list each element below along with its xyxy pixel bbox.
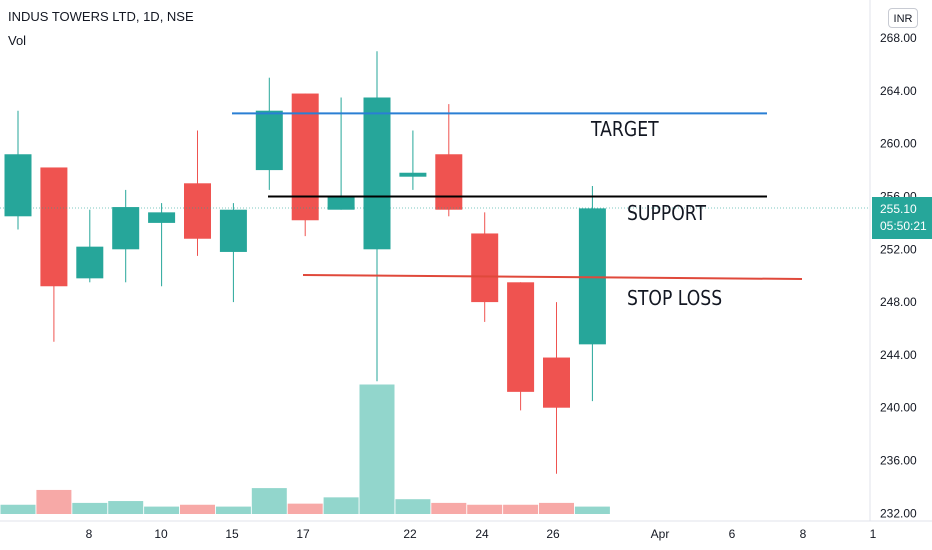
volume-bar <box>108 501 144 514</box>
time-tick-label: 17 <box>296 527 310 541</box>
time-tick-label: 24 <box>475 527 489 541</box>
candle-body <box>112 207 140 250</box>
volume-bar <box>467 504 503 514</box>
candle-body <box>507 282 535 392</box>
volume-bar <box>359 384 395 514</box>
volume-bar <box>287 503 323 514</box>
time-tick-label: Apr <box>651 527 670 541</box>
currency-button[interactable]: INR <box>888 8 918 28</box>
stop-loss-line <box>302 274 803 280</box>
price-tick-label: 252.00 <box>880 242 917 256</box>
volume-bar <box>431 502 467 514</box>
price-axis[interactable]: 232.00236.00240.00244.00248.00252.00256.… <box>880 31 917 520</box>
candle-bodies <box>4 93 606 408</box>
time-tick-label: 15 <box>225 527 239 541</box>
candle-body <box>543 357 570 408</box>
volume-bar <box>0 504 36 514</box>
volume-bar <box>72 502 108 514</box>
volume-bar <box>395 499 431 514</box>
candle-body <box>363 97 391 250</box>
volume-bar <box>215 506 251 514</box>
volume-bar <box>574 506 610 514</box>
volume-indicator-label[interactable]: Vol <box>8 33 27 48</box>
bar-countdown: 05:50:21 <box>880 219 927 233</box>
candle-body <box>255 110 283 171</box>
time-axis[interactable]: 8 10 15 17 22 24 26 Apr 6 8 1 <box>86 527 877 541</box>
last-price-badge: 255.10 05:50:21 <box>872 197 932 239</box>
time-tick-label: 10 <box>154 527 168 541</box>
time-tick-label: 8 <box>86 527 93 541</box>
symbol-title[interactable]: INDUS TOWERS LTD, 1D, NSE <box>8 9 194 24</box>
price-tick-label: 248.00 <box>880 295 917 309</box>
candle-body <box>291 93 319 221</box>
last-price-value: 255.10 <box>880 202 917 216</box>
volume-bar <box>251 488 287 514</box>
candle-body <box>471 233 499 303</box>
time-tick-label: 8 <box>800 527 807 541</box>
candle-body <box>40 167 68 287</box>
stop-loss-label: STOP LOSS <box>627 286 723 310</box>
price-tick-label: 264.00 <box>880 84 917 98</box>
candle-body <box>219 209 247 252</box>
time-tick-label: 26 <box>546 527 560 541</box>
price-tick-label: 268.00 <box>880 31 917 45</box>
candle-body <box>4 154 32 217</box>
candle-body <box>148 212 176 223</box>
volume-bar <box>144 506 180 514</box>
candle-body <box>435 154 463 210</box>
volume-bar <box>180 504 215 514</box>
annotation-lines <box>232 112 803 280</box>
target-label: TARGET <box>591 117 659 141</box>
price-tick-label: 232.00 <box>880 506 917 520</box>
volume-bar <box>323 497 359 514</box>
volume-bar <box>503 504 539 514</box>
time-tick-label: 1 <box>870 527 877 541</box>
time-tick-label: 22 <box>403 527 417 541</box>
candle-body <box>184 183 211 239</box>
volume-bars <box>0 384 610 514</box>
volume-bar <box>36 489 72 514</box>
volume-bar <box>539 502 574 514</box>
price-tick-label: 240.00 <box>880 401 917 415</box>
price-tick-label: 244.00 <box>880 348 917 362</box>
price-tick-label: 236.00 <box>880 454 917 468</box>
candle-body <box>327 196 355 210</box>
price-tick-label: 260.00 <box>880 137 917 151</box>
candle-body <box>76 246 104 279</box>
support-label: SUPPORT <box>627 201 706 225</box>
candle-body <box>399 172 427 177</box>
time-tick-label: 6 <box>729 527 736 541</box>
